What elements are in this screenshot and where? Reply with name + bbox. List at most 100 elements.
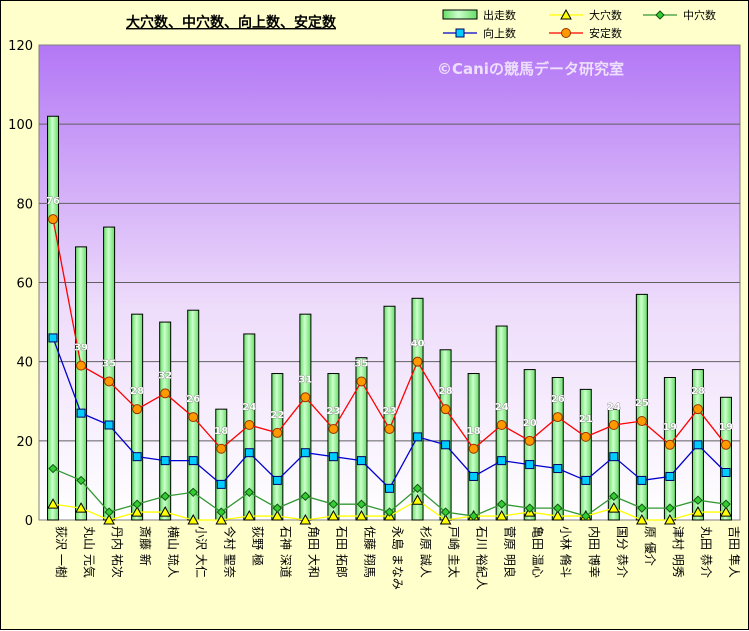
y-tick-label: 20 xyxy=(16,435,33,450)
point-安定数 xyxy=(160,388,171,399)
legend-label: 大穴数 xyxy=(589,8,622,22)
line-series xyxy=(47,214,732,525)
point-安定数 xyxy=(104,376,115,387)
point-向上数 xyxy=(300,448,310,458)
point-向上数 xyxy=(76,408,86,418)
point-向上数 xyxy=(216,479,226,489)
legend-item: 中穴数 xyxy=(643,8,716,22)
bar-出走数 xyxy=(607,408,620,521)
y-tick-label: 120 xyxy=(8,39,33,54)
point-安定数 xyxy=(468,443,479,454)
point-中穴数 xyxy=(553,503,563,513)
bar-出走数 xyxy=(271,373,284,521)
data-label: 32 xyxy=(158,370,172,381)
x-tick-label: 斎藤 新 xyxy=(138,526,153,566)
legend-label: 安定数 xyxy=(589,26,622,40)
bar-出走数 xyxy=(579,388,592,521)
data-label: 25 xyxy=(635,398,649,409)
x-tick-label: 石川 裕紀人 xyxy=(475,526,490,590)
point-向上数 xyxy=(497,456,507,466)
point-大穴数 xyxy=(664,513,676,525)
data-label: 40 xyxy=(411,339,425,350)
x-axis: 荻沢 一樹 丸山 元気 丹内 祐次 斎藤 新横山 琉人 小沢 大仁 今村 聖奈 荻野 極石神… xyxy=(54,526,742,590)
point-安定数 xyxy=(496,420,507,430)
legend-item: 出走数 xyxy=(442,8,516,22)
bar-出走数 xyxy=(159,321,172,521)
x-tick-label: 戸崎 圭太 xyxy=(447,526,462,578)
data-label: 18 xyxy=(467,426,481,437)
point-安定数 xyxy=(608,420,619,430)
bar-出走数 xyxy=(719,396,732,521)
legend-item: 安定数 xyxy=(549,26,622,40)
point-大穴数 xyxy=(271,510,284,521)
point-安定数 xyxy=(244,420,255,430)
data-label: 28 xyxy=(691,386,705,397)
x-tick-label: 津村 明秀 xyxy=(671,526,685,578)
point-安定数 xyxy=(636,416,647,427)
data-label: 31 xyxy=(298,374,312,385)
y-axis: 0 20 40 60 80 100 120 xyxy=(8,39,33,529)
legend-item: 向上数 xyxy=(443,26,516,40)
x-tick-label: 小林 脩斗 xyxy=(559,526,573,578)
x-tick-label: 荻野 極 xyxy=(250,526,265,566)
x-tick-label: 永島 まなみ xyxy=(391,526,406,590)
point-安定数 xyxy=(76,360,87,371)
point-安定数 xyxy=(216,443,227,454)
point-安定数 xyxy=(384,423,395,434)
data-label: 22 xyxy=(270,410,284,421)
legend-item: 大穴数 xyxy=(549,8,622,22)
point-向上数 xyxy=(188,456,198,466)
point-大穴数 xyxy=(355,510,368,521)
point-安定数 xyxy=(48,214,59,225)
point-大穴数 xyxy=(411,494,424,505)
legend-label: 出走数 xyxy=(483,8,516,22)
watermark: ©Caniの競馬データ研究室 xyxy=(437,60,624,78)
y-tick-label: 60 xyxy=(16,277,33,292)
point-安定数 xyxy=(328,423,339,434)
data-label: 76 xyxy=(46,196,60,207)
data-label: 23 xyxy=(326,406,340,417)
x-tick-label: 荻沢 一樹 xyxy=(54,526,68,578)
point-大穴数 xyxy=(495,510,508,521)
point-中穴数 xyxy=(76,475,86,486)
point-中穴数 xyxy=(104,507,114,517)
y-tick-label: 80 xyxy=(16,197,33,212)
point-安定数 xyxy=(132,404,143,415)
point-向上数 xyxy=(244,448,254,458)
point-向上数 xyxy=(272,475,282,485)
y-tick-label: 0 xyxy=(25,514,33,529)
point-向上数 xyxy=(328,452,338,462)
data-label: 35 xyxy=(102,358,116,369)
point-中穴数 xyxy=(272,503,283,513)
x-tick-label: 丸山 元気 xyxy=(82,526,97,578)
point-中穴数 xyxy=(188,487,198,497)
bar-出走数 xyxy=(47,115,60,521)
data-label: 23 xyxy=(383,406,397,417)
point-向上数 xyxy=(413,432,423,442)
data-label: 20 xyxy=(523,418,537,429)
point-大穴数 xyxy=(551,510,564,521)
point-中穴数 xyxy=(693,495,703,505)
legend-marker xyxy=(455,28,465,38)
chart-title: 大穴数、中穴数、向上数、安定数 xyxy=(126,14,337,31)
legend-label: 中穴数 xyxy=(683,8,716,22)
point-中穴数 xyxy=(412,483,423,494)
y-tick-label: 100 xyxy=(8,118,33,133)
point-中穴数 xyxy=(496,499,507,509)
point-中穴数 xyxy=(721,499,731,509)
data-label: 26 xyxy=(186,394,200,405)
point-大穴数 xyxy=(103,513,115,525)
point-中穴数 xyxy=(244,487,255,497)
point-向上数 xyxy=(48,333,58,343)
point-向上数 xyxy=(581,475,591,485)
point-向上数 xyxy=(721,468,731,477)
point-向上数 xyxy=(104,420,114,430)
x-tick-label: 角田 大和 xyxy=(306,526,320,578)
legend-swatch xyxy=(442,9,478,20)
x-tick-label: 内田 博幸 xyxy=(587,526,602,578)
data-label: 24 xyxy=(607,402,621,413)
x-tick-label: 横山 琉人 xyxy=(166,526,180,578)
